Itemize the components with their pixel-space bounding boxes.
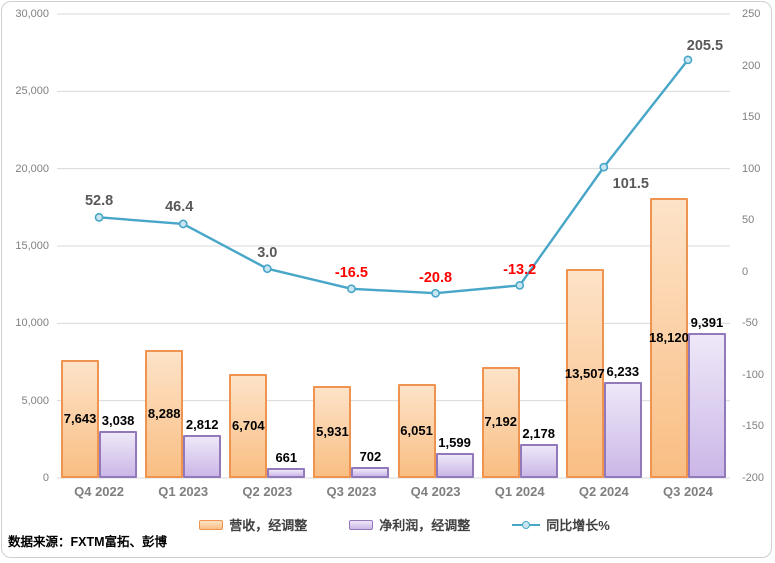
category-label: Q4 2022 (74, 484, 124, 499)
revenue-bar (397, 384, 436, 478)
yoy-growth-point (515, 280, 525, 290)
right-axis-tick: -100 (742, 368, 765, 381)
revenue-bar-label: 8,288 (147, 405, 181, 421)
yoy-growth-label: -20.8 (419, 270, 453, 287)
revenue-bar (61, 359, 100, 478)
net-profit-bar (267, 467, 306, 478)
category-label: Q3 2024 (663, 484, 713, 499)
net-profit-bar-label: 702 (359, 449, 382, 465)
yoy-growth-label: 101.5 (612, 176, 649, 193)
yoy-marker-sample (522, 520, 531, 529)
revenue-bar-label: 6,704 (232, 418, 265, 434)
net-profit-bar (435, 453, 474, 478)
yoy-growth-label: 46.4 (165, 198, 194, 215)
revenue-bar (229, 374, 268, 478)
revenue-bar-label: 7,192 (484, 414, 517, 430)
revenue-bar (145, 349, 184, 478)
yoy-growth-point (431, 288, 440, 298)
revenue-bar (313, 386, 352, 478)
revenue-bar-label: 7,643 (63, 410, 97, 426)
net-profit-bar-label: 2,812 (185, 416, 219, 432)
category-label: Q1 2023 (158, 484, 209, 499)
legend-item-revenue: 营收，经调整 (199, 515, 307, 534)
net-profit-bar (687, 332, 726, 478)
net-profit-bar-label: 2,178 (522, 426, 555, 442)
category-label: Q1 2024 (494, 484, 545, 499)
yoy-growth-label: -13.2 (503, 262, 537, 279)
net-profit-swatch-icon (349, 519, 374, 530)
right-axis-tick: -150 (742, 420, 765, 433)
plot-area: 7,643 8,288 6,704 5,931 6,051 7,192 13,507 18,1… (57, 13, 730, 479)
right-axis-tick: 0 (742, 265, 749, 278)
revenue-bar-label: 6,051 (400, 423, 433, 439)
right-axis-tick: 150 (742, 111, 761, 124)
legend-item-yoy-growth: 同比增长% (512, 515, 610, 534)
net-profit-bar (99, 431, 138, 478)
net-profit-bar (603, 381, 642, 478)
category-label: Q3 2023 (326, 484, 377, 499)
plot-svg (57, 13, 730, 479)
legend-label-net-profit: 净利润，经调整 (379, 518, 471, 533)
yoy-growth-line (98, 59, 689, 295)
left-axis-tick: 0 (42, 472, 49, 484)
yoy-growth-point (683, 55, 693, 65)
yoy-line-swatch-icon (512, 520, 541, 529)
net-profit-bar-label: 9,391 (690, 314, 724, 330)
net-profit-bar-label: 1,599 (438, 435, 471, 451)
yoy-growth-point (178, 219, 188, 229)
chart-legend: 营收，经调整 净利润，经调整 同比增长% (0, 515, 775, 534)
revenue-bar-label: 5,931 (316, 424, 349, 440)
category-label: Q2 2023 (242, 484, 293, 499)
net-profit-bar-label: 661 (275, 449, 298, 465)
right-axis-tick: -200 (742, 472, 765, 484)
right-axis-tick: -50 (742, 317, 758, 330)
yoy-growth-point (94, 212, 104, 222)
yoy-growth-label: 52.8 (84, 193, 114, 210)
revenue-bar-label: 13,507 (564, 365, 605, 381)
yoy-growth-point (599, 162, 609, 172)
revenue-bar-label: 18,120 (649, 329, 689, 345)
legend-label-yoy-growth: 同比增长% (546, 518, 610, 533)
left-axis-tick: 20,000 (15, 162, 49, 175)
category-label: Q2 2024 (578, 484, 629, 499)
revenue-bar (481, 366, 520, 478)
revenue-swatch-icon (199, 519, 224, 530)
category-label: Q4 2023 (410, 484, 461, 499)
source-note: 数据来源：FXTM富拓、彭博 (8, 535, 168, 549)
net-profit-bar (351, 467, 390, 478)
left-axis-tick: 10,000 (15, 317, 49, 330)
left-axis-tick: 15,000 (15, 240, 49, 252)
legend-label-revenue: 营收，经调整 (229, 518, 308, 533)
right-axis-tick: 100 (742, 162, 761, 175)
left-axis-tick: 5,000 (21, 394, 49, 407)
net-profit-bar (519, 444, 558, 478)
yoy-growth-label: 3.0 (257, 244, 278, 261)
yoy-growth-point (262, 264, 272, 274)
right-axis-tick: 50 (742, 214, 755, 227)
legend-item-net-profit: 净利润，经调整 (349, 515, 470, 534)
right-axis-tick: 250 (742, 8, 761, 20)
revenue-bar (565, 269, 604, 478)
net-profit-bar (183, 434, 222, 478)
yoy-growth-label: -16.5 (334, 264, 368, 281)
right-axis-tick: 200 (742, 59, 761, 72)
net-profit-bar-label: 3,038 (101, 413, 135, 428)
net-profit-bar-label: 6,233 (606, 363, 640, 379)
yoy-growth-label: 205.5 (686, 37, 724, 54)
left-axis-tick: 30,000 (15, 8, 49, 20)
yoy-growth-point (347, 284, 356, 294)
left-axis-tick: 25,000 (15, 85, 49, 98)
revenue-bar (649, 197, 688, 478)
